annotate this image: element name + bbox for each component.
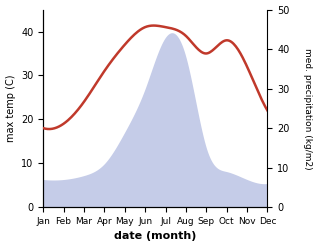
X-axis label: date (month): date (month) bbox=[114, 231, 197, 242]
Y-axis label: max temp (C): max temp (C) bbox=[5, 75, 16, 142]
Y-axis label: med. precipitation (kg/m2): med. precipitation (kg/m2) bbox=[303, 48, 313, 169]
